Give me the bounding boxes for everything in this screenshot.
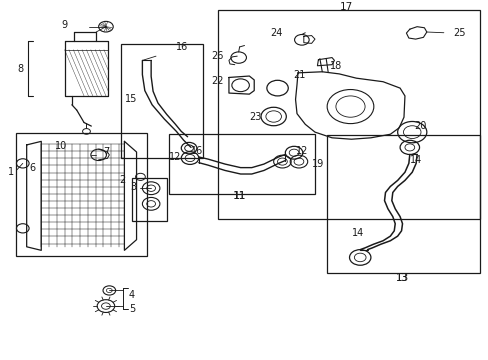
Text: 14: 14: [351, 228, 363, 238]
Text: 12: 12: [169, 152, 181, 162]
Text: 22: 22: [211, 76, 224, 86]
Bar: [217, 10, 479, 220]
Bar: [131, 177, 166, 221]
Text: 17: 17: [339, 2, 352, 12]
Text: 12: 12: [295, 146, 308, 156]
Text: 7: 7: [103, 147, 109, 157]
Text: 8: 8: [17, 64, 23, 74]
Text: 13: 13: [395, 273, 408, 283]
Text: 16: 16: [175, 42, 187, 52]
Text: 25: 25: [453, 28, 465, 38]
Bar: [326, 135, 479, 273]
Text: 20: 20: [414, 121, 426, 131]
Text: 5: 5: [128, 304, 135, 314]
Text: 1: 1: [8, 167, 14, 177]
Text: 14: 14: [409, 155, 421, 165]
Text: 11: 11: [233, 192, 245, 201]
Bar: [120, 44, 203, 158]
Text: 10: 10: [55, 141, 67, 150]
Text: 23: 23: [249, 112, 261, 122]
Text: 11: 11: [233, 192, 246, 201]
Text: 24: 24: [269, 28, 282, 38]
Text: 18: 18: [329, 61, 341, 71]
Text: 16: 16: [191, 146, 203, 156]
Text: 26: 26: [211, 51, 224, 61]
Text: 2: 2: [119, 175, 125, 185]
Text: 19: 19: [311, 159, 323, 169]
Text: 21: 21: [292, 69, 305, 80]
Text: 15: 15: [125, 94, 138, 104]
Bar: [16, 133, 147, 256]
Bar: [169, 134, 314, 194]
Text: 4: 4: [128, 290, 135, 300]
Text: 3: 3: [130, 182, 136, 192]
Text: 6: 6: [29, 163, 35, 173]
Text: 9: 9: [61, 20, 67, 30]
Text: 13: 13: [396, 273, 408, 283]
